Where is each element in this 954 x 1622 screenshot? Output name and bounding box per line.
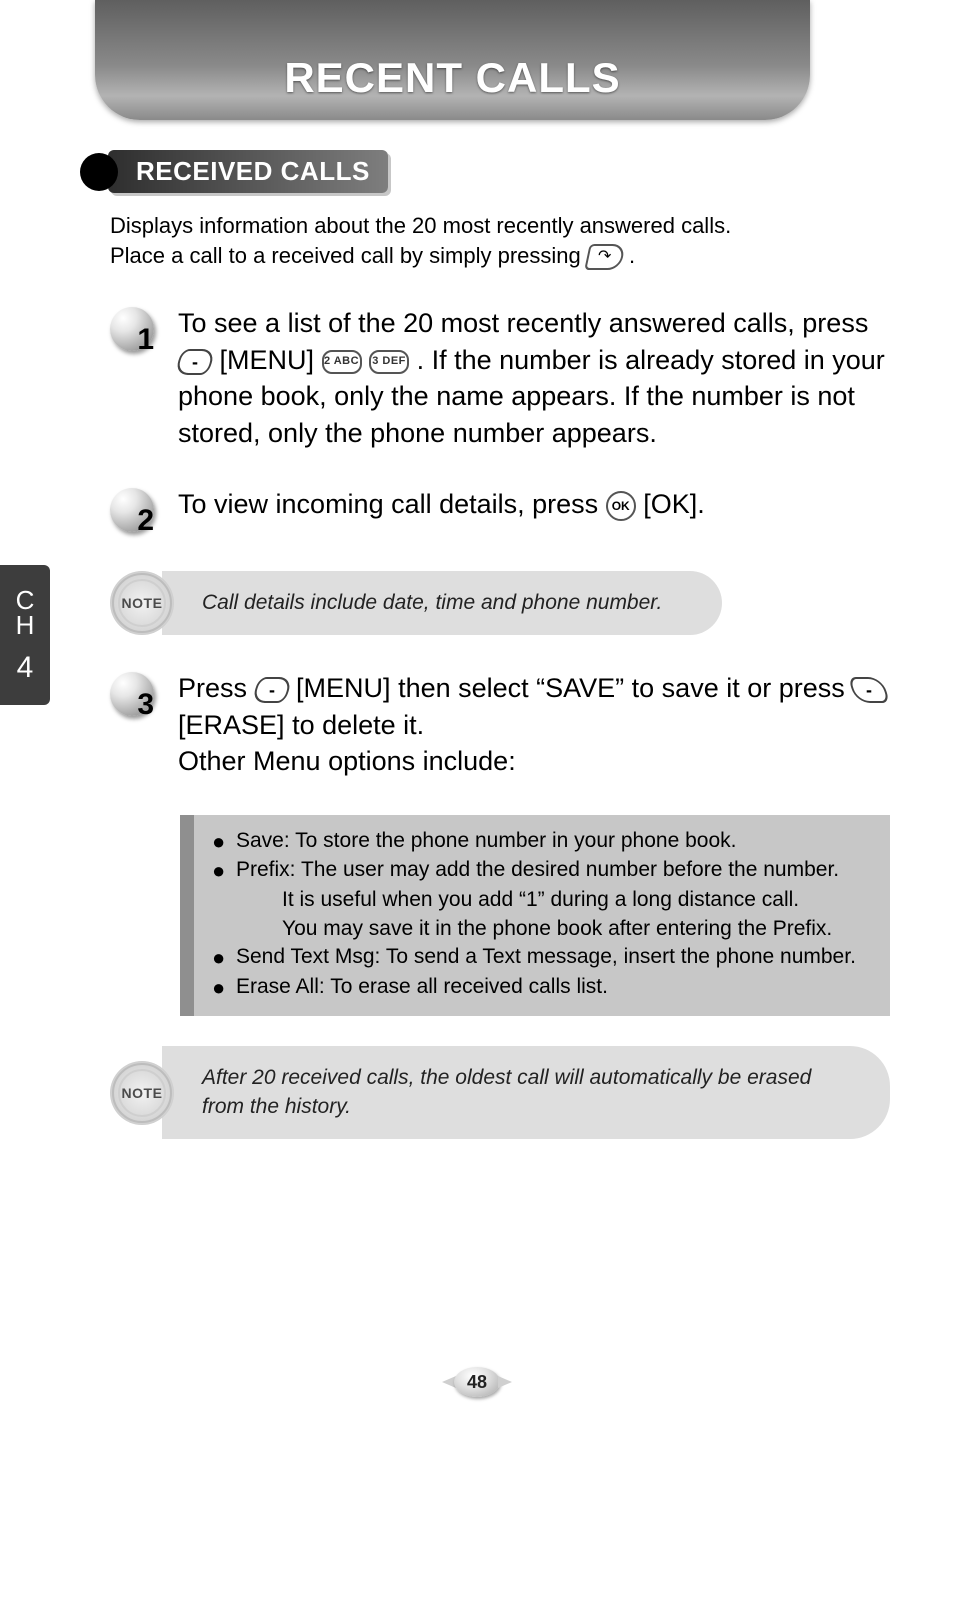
- menu-option-eraseall: ● Erase All: To erase all received calls…: [212, 973, 872, 1003]
- step-bullet-icon: 1: [110, 307, 158, 355]
- menu-options-box: ● Save: To store the phone number in you…: [180, 815, 890, 1016]
- ok-key-icon: OK: [606, 491, 636, 521]
- step-3-body: Press - [MENU] then select “SAVE” to sav…: [178, 670, 890, 779]
- step-2-body: To view incoming call details, press OK …: [178, 486, 890, 536]
- note-2-text: After 20 received calls, the oldest call…: [162, 1046, 890, 1139]
- chapter-letter-h: H: [16, 611, 35, 640]
- chapter-tab: C H 4: [0, 565, 50, 705]
- bullet-icon: ●: [212, 856, 236, 886]
- step-1-body: To see a list of the 20 most recently an…: [178, 305, 890, 451]
- header-tab: RECENT CALLS: [95, 0, 810, 120]
- note-1: NOTE Call details include date, time and…: [110, 571, 890, 635]
- content-area: RECEIVED CALLS Displays information abou…: [80, 150, 890, 1174]
- step-number: 3: [137, 688, 154, 722]
- pagenum-value: 48: [454, 1367, 500, 1397]
- step-number: 2: [137, 504, 154, 538]
- pagenum-wing-right-icon: [498, 1376, 512, 1388]
- step-bullet-icon: 3: [110, 672, 158, 720]
- other-menu-label: Other Menu options include:: [178, 746, 516, 776]
- intro-text: Displays information about the 20 most r…: [110, 211, 890, 270]
- keypad-2-icon: 2 ABC: [322, 350, 362, 374]
- menu-option-sendtext: ● Send Text Msg: To send a Text message,…: [212, 943, 872, 973]
- intro-line1: Displays information about the 20 most r…: [110, 213, 731, 238]
- note-icon: NOTE: [110, 571, 174, 635]
- menu-option-save: ● Save: To store the phone number in you…: [212, 827, 872, 857]
- bullet-icon: ●: [212, 973, 236, 1003]
- intro-line2a: Place a call to a received call by simpl…: [110, 243, 587, 268]
- step-3: 3 Press - [MENU] then select “SAVE” to s…: [110, 670, 890, 779]
- bullet-icon: ●: [212, 827, 236, 857]
- menu-softkey-icon: -: [174, 349, 216, 375]
- erase-label: [ERASE]: [178, 710, 285, 740]
- step-2: 2 To view incoming call details, press O…: [110, 486, 890, 536]
- section-bullet-icon: [80, 153, 118, 191]
- step-number: 1: [137, 323, 154, 357]
- ok-label: [OK].: [643, 489, 705, 519]
- page-title: RECENT CALLS: [284, 54, 620, 102]
- intro-line2b: .: [629, 243, 635, 268]
- step-bullet-icon: 2: [110, 488, 158, 536]
- chapter-number: 4: [17, 651, 34, 684]
- menu-option-prefix-cont1: It is useful when you add “1” during a l…: [282, 886, 872, 914]
- section-title: RECEIVED CALLS: [108, 150, 388, 193]
- menu-label: [MENU]: [220, 345, 315, 375]
- step-1: 1 To see a list of the 20 most recently …: [110, 305, 890, 451]
- menu-label: [MENU]: [296, 673, 391, 703]
- manual-page: RECENT CALLS C H 4 RECEIVED CALLS Displa…: [0, 0, 954, 1622]
- menu-option-prefix-cont2: You may save it in the phone book after …: [282, 915, 872, 943]
- keypad-3-icon: 3 DEF: [369, 350, 409, 374]
- menu-softkey-icon: -: [250, 677, 292, 703]
- note-1-text: Call details include date, time and phon…: [162, 571, 722, 635]
- bullet-icon: ●: [212, 943, 236, 973]
- erase-softkey-icon: -: [848, 677, 890, 703]
- note-icon: NOTE: [110, 1061, 174, 1125]
- section-header: RECEIVED CALLS: [80, 150, 890, 193]
- note-2: NOTE After 20 received calls, the oldest…: [110, 1046, 890, 1139]
- page-number: 48: [442, 1367, 512, 1397]
- send-key-icon: ↷: [584, 244, 626, 270]
- menu-option-prefix: ● Prefix: The user may add the desired n…: [212, 856, 872, 886]
